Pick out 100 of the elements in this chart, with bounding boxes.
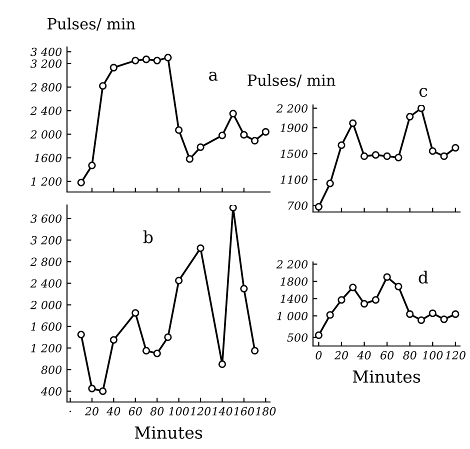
- point: [153, 56, 161, 64]
- point: [452, 310, 460, 318]
- point: [250, 136, 259, 145]
- point: [406, 112, 414, 120]
- x-tick-label: 80: [403, 351, 416, 360]
- text: b: [143, 230, 153, 244]
- point: [314, 202, 323, 211]
- chart-title: c: [419, 88, 428, 97]
- point: [417, 316, 426, 324]
- y-tick-label: 1 200: [31, 344, 62, 352]
- x-axis-title: Minutes: [134, 426, 202, 439]
- point: [99, 82, 107, 90]
- point: [326, 311, 334, 319]
- point: [88, 384, 96, 392]
- x-tick-label: 160: [234, 407, 254, 416]
- point: [326, 180, 334, 188]
- point: [218, 132, 226, 140]
- y-tick-label: 1800: [280, 277, 308, 286]
- point: [174, 126, 183, 134]
- point: [153, 350, 161, 358]
- point: [229, 110, 237, 118]
- chart-title: d: [418, 270, 428, 284]
- y-tick-label: 2 400: [30, 279, 62, 288]
- x-tick-label: ·: [70, 410, 71, 412]
- y-tick-label: 2 000: [30, 130, 62, 139]
- point: [77, 178, 85, 186]
- point: [88, 162, 96, 170]
- point: [314, 331, 323, 340]
- y-tick-label: 2 800: [30, 83, 62, 92]
- y-tick-label: 2 200: [276, 104, 308, 113]
- y-tick-label: 3 600: [30, 214, 62, 223]
- point: [110, 336, 118, 344]
- point: [394, 282, 402, 290]
- point: [262, 128, 270, 136]
- point: [250, 346, 259, 355]
- point: [174, 276, 183, 284]
- text: a: [209, 72, 218, 81]
- y-axis-title: Pulses/ min: [248, 74, 336, 88]
- y-tick-label: 2 200: [276, 260, 308, 269]
- x-tick-label: 100: [168, 407, 189, 416]
- y-tick-label: 3 200: [30, 236, 62, 244]
- y-tick-label: 1400: [280, 294, 308, 303]
- point: [452, 144, 460, 152]
- x-tick-label: 60: [380, 351, 394, 360]
- point: [383, 152, 391, 160]
- point: [440, 315, 448, 324]
- point: [77, 330, 85, 338]
- point: [372, 151, 380, 159]
- x-tick-label: 20: [84, 407, 98, 416]
- point: [406, 310, 414, 318]
- point: [164, 54, 172, 62]
- y-tick-label: 2 000: [30, 300, 62, 310]
- y-tick-label: 700: [288, 201, 308, 210]
- y-tick-label: 1900: [280, 124, 308, 132]
- point: [132, 56, 140, 64]
- y-tick-label: 1600: [34, 154, 62, 162]
- point: [240, 284, 248, 292]
- point: [338, 296, 346, 304]
- y-tick-label: 1 600: [31, 322, 62, 331]
- y-tick-label: 1500: [280, 150, 308, 158]
- point: [360, 152, 368, 160]
- x-tick-label: 40: [106, 407, 120, 416]
- x-tick-label: 120: [190, 407, 211, 416]
- point: [142, 346, 150, 355]
- y-tick-label: 2 800: [30, 258, 62, 266]
- point: [229, 205, 237, 212]
- point: [186, 155, 194, 163]
- point: [240, 131, 248, 139]
- point: [428, 309, 436, 318]
- point: [428, 147, 436, 155]
- point: [99, 387, 107, 396]
- x-tick-label: 100: [422, 351, 443, 360]
- y-tick-label: 400: [40, 387, 62, 396]
- y-tick-label: 500: [287, 333, 308, 342]
- x-tick-label: 120: [446, 351, 466, 360]
- point: [394, 154, 402, 162]
- point: [349, 284, 357, 292]
- x-axis-title: Minutes: [352, 370, 420, 383]
- point: [196, 143, 204, 152]
- point: [110, 64, 118, 72]
- x-tick-label: 180: [256, 407, 276, 416]
- point: [349, 119, 357, 127]
- x-tick-label: 140: [212, 407, 232, 416]
- point: [218, 360, 226, 368]
- point: [372, 296, 380, 304]
- y-tick-label: 2 400: [30, 106, 62, 116]
- y-tick-label: 3 200: [30, 59, 62, 68]
- point: [360, 300, 368, 308]
- point: [196, 244, 204, 252]
- y-tick-label: 800: [41, 366, 62, 374]
- x-tick-label: 80: [150, 407, 164, 416]
- y-tick-label: 1 200: [31, 177, 62, 186]
- y-tick-label: 3 400: [30, 48, 62, 56]
- x-tick-label: 0: [316, 351, 322, 360]
- point: [417, 105, 426, 112]
- y-tick-label: 1 000: [277, 312, 308, 320]
- x-tick-label: 20: [334, 351, 348, 360]
- point: [440, 152, 448, 160]
- y-tick-label: 1100: [280, 176, 308, 184]
- y-axis-title: Pulses/ min: [48, 18, 136, 31]
